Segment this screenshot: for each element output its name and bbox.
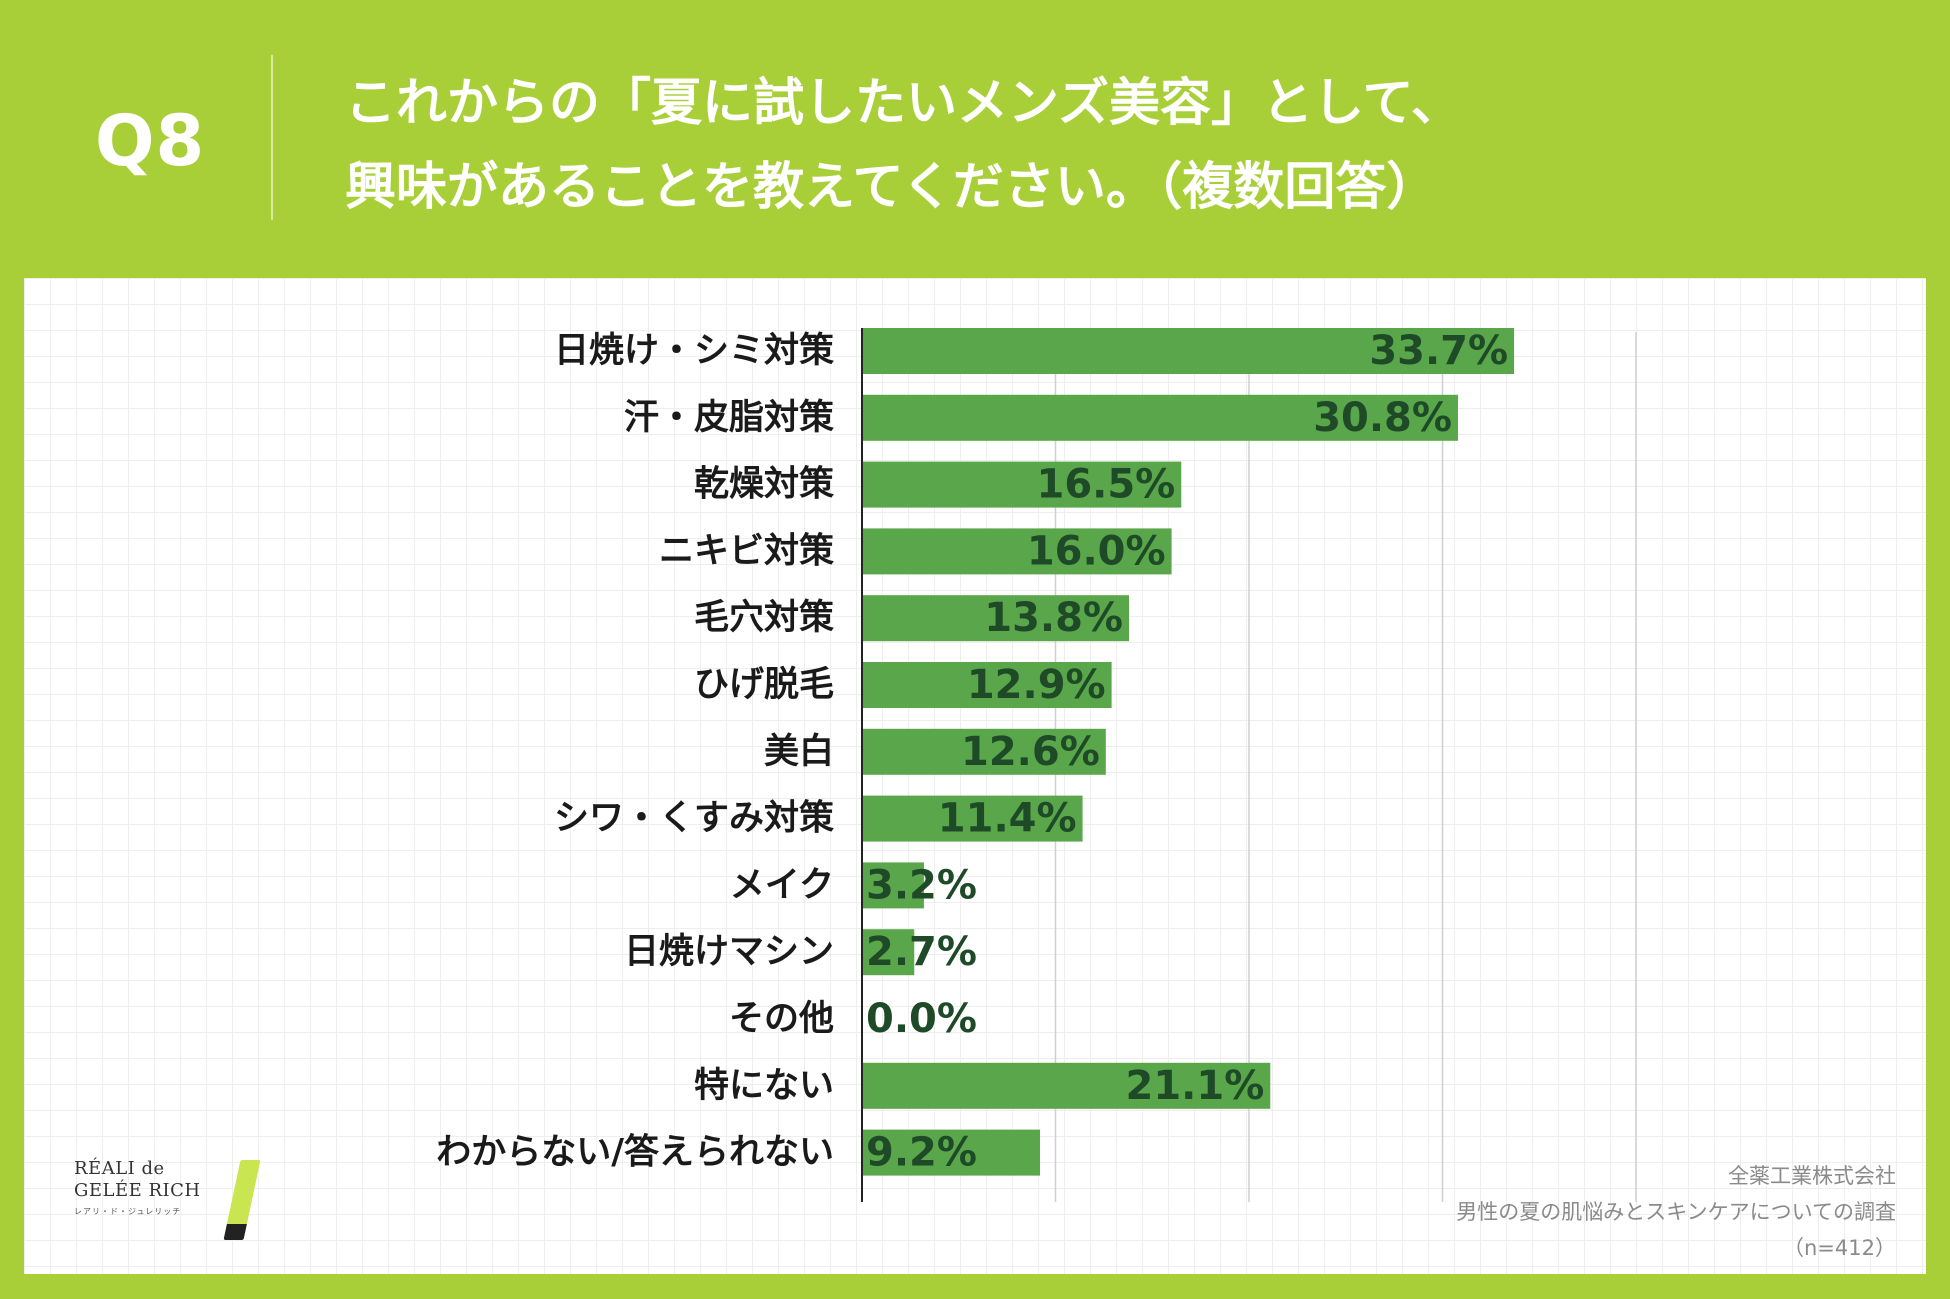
source-survey: 男性の夏の肌悩みとスキンケアについての調査	[1456, 1200, 1896, 1224]
question-number: Q8	[95, 100, 206, 182]
value-label: 21.1%	[1126, 1063, 1265, 1109]
bar	[862, 595, 1130, 642]
logo-mark-icon	[223, 1160, 261, 1240]
value-label: 13.8%	[984, 595, 1123, 641]
chart-panel: 日焼け・シミ対策 33.7% 汗・皮脂対策 30.8% 乾燥対策 16.5% ニキビ対策 16…	[24, 278, 1926, 1274]
question-title-line1: これからの「夏に試したいメンズ美容」として、	[345, 74, 1462, 133]
category-label: 日焼けマシン	[624, 932, 834, 972]
bar	[862, 1129, 1041, 1176]
question-title-line2: 興味があることを教えてください。（複数回答）	[345, 158, 1438, 217]
category-label: 毛穴対策	[694, 598, 834, 638]
source-sample: （n=412）	[1783, 1236, 1896, 1260]
value-label: 11.4%	[938, 796, 1077, 842]
bar	[862, 662, 1112, 708]
category-label: メイク	[730, 865, 834, 905]
category-label: ひげ脱毛	[694, 665, 834, 705]
category-label: 特にない	[694, 1066, 834, 1106]
category-label: 汗・皮脂対策	[624, 398, 834, 438]
category-label: 美白	[764, 732, 834, 772]
value-label: 0.0%	[866, 996, 977, 1042]
value-label: 3.2%	[866, 862, 977, 908]
value-label: 33.7%	[1369, 328, 1508, 374]
value-label: 12.6%	[961, 729, 1100, 775]
category-label: 乾燥対策	[694, 465, 834, 505]
bar	[862, 394, 1458, 441]
value-label: 9.2%	[866, 1130, 977, 1176]
value-label: 16.5%	[1036, 462, 1175, 508]
value-label: 16.0%	[1027, 528, 1166, 574]
bar	[862, 728, 1106, 775]
logo-line1: RÉALI de	[74, 1158, 165, 1179]
logo-kana: レアリ・ド・ジュレリッチ	[74, 1207, 182, 1216]
value-label: 2.7%	[866, 929, 977, 975]
header-divider	[271, 55, 273, 220]
bar	[862, 862, 924, 909]
category-label: ニキビ対策	[659, 531, 834, 571]
brand-logo: RÉALI de GELÉE RICH レアリ・ド・ジュレリッチ	[74, 1158, 274, 1268]
bar	[862, 461, 1182, 508]
value-label: 12.9%	[967, 662, 1106, 708]
bar	[862, 528, 1172, 575]
bar	[862, 1062, 1271, 1109]
category-label: その他	[729, 999, 834, 1039]
category-label: シワ・くすみ対策	[554, 799, 834, 839]
bar	[862, 929, 915, 976]
bar	[862, 795, 1083, 842]
source-company: 全薬工業株式会社	[1728, 1164, 1896, 1188]
category-label: わからない/答えられない	[436, 1133, 834, 1173]
category-label: 日焼け・シミ対策	[554, 331, 834, 371]
question-title: これからの「夏に試したいメンズ美容」として、 興味があることを教えてください。（…	[345, 62, 1462, 230]
value-label: 30.8%	[1313, 395, 1452, 441]
logo-line2: GELÉE RICH	[74, 1180, 201, 1201]
source-note: 全薬工業株式会社 男性の夏の肌悩みとスキンケアについての調査 （n=412）	[1456, 1158, 1896, 1266]
question-header: Q8 これからの「夏に試したいメンズ美容」として、 興味があることを教えてくださ…	[0, 0, 1950, 272]
bar-chart: 日焼け・シミ対策 33.7% 汗・皮脂対策 30.8% 乾燥対策 16.5% ニキビ対策 16…	[436, 328, 1637, 1202]
bar	[862, 328, 1515, 374]
logo-text: RÉALI de GELÉE RICH	[74, 1158, 201, 1202]
